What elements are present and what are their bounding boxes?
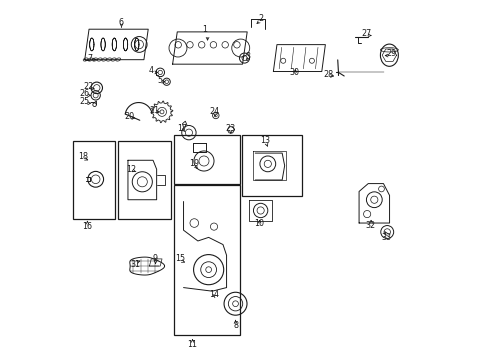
Bar [73, 140, 115, 220]
Text: 26: 26 [80, 89, 90, 98]
Text: 5: 5 [157, 76, 163, 85]
Text: 9: 9 [152, 255, 157, 264]
Text: 1: 1 [202, 25, 207, 34]
Bar [174, 135, 239, 184]
Text: 31: 31 [130, 260, 140, 269]
Text: 20: 20 [124, 112, 134, 121]
Text: 2: 2 [258, 14, 263, 23]
Text: 32: 32 [364, 221, 374, 230]
Text: 24: 24 [208, 107, 219, 116]
Text: 10: 10 [253, 219, 264, 228]
Text: 18: 18 [78, 152, 88, 161]
Text: 28: 28 [323, 70, 333, 79]
Text: 27: 27 [361, 29, 371, 38]
Bar [242, 135, 301, 196]
Bar [118, 140, 171, 220]
Bar [174, 185, 239, 335]
Text: 16: 16 [81, 222, 92, 231]
Text: 11: 11 [187, 341, 197, 350]
Text: 17: 17 [176, 123, 186, 132]
Text: 4: 4 [148, 66, 153, 75]
Text: 22: 22 [83, 82, 93, 91]
Text: 29: 29 [386, 49, 396, 58]
Text: 8: 8 [233, 321, 238, 330]
Text: 25: 25 [80, 97, 90, 106]
Text: 7: 7 [87, 54, 92, 63]
Text: 15: 15 [175, 255, 184, 264]
Text: 21: 21 [149, 105, 159, 114]
Text: 23: 23 [224, 123, 235, 132]
Text: 33: 33 [380, 233, 390, 242]
Text: 13: 13 [260, 136, 270, 145]
Text: 3: 3 [245, 52, 250, 61]
Text: 6: 6 [118, 18, 123, 27]
Text: 19: 19 [189, 159, 199, 168]
Text: 30: 30 [289, 68, 299, 77]
Text: 14: 14 [208, 290, 219, 299]
Text: 12: 12 [126, 165, 136, 174]
